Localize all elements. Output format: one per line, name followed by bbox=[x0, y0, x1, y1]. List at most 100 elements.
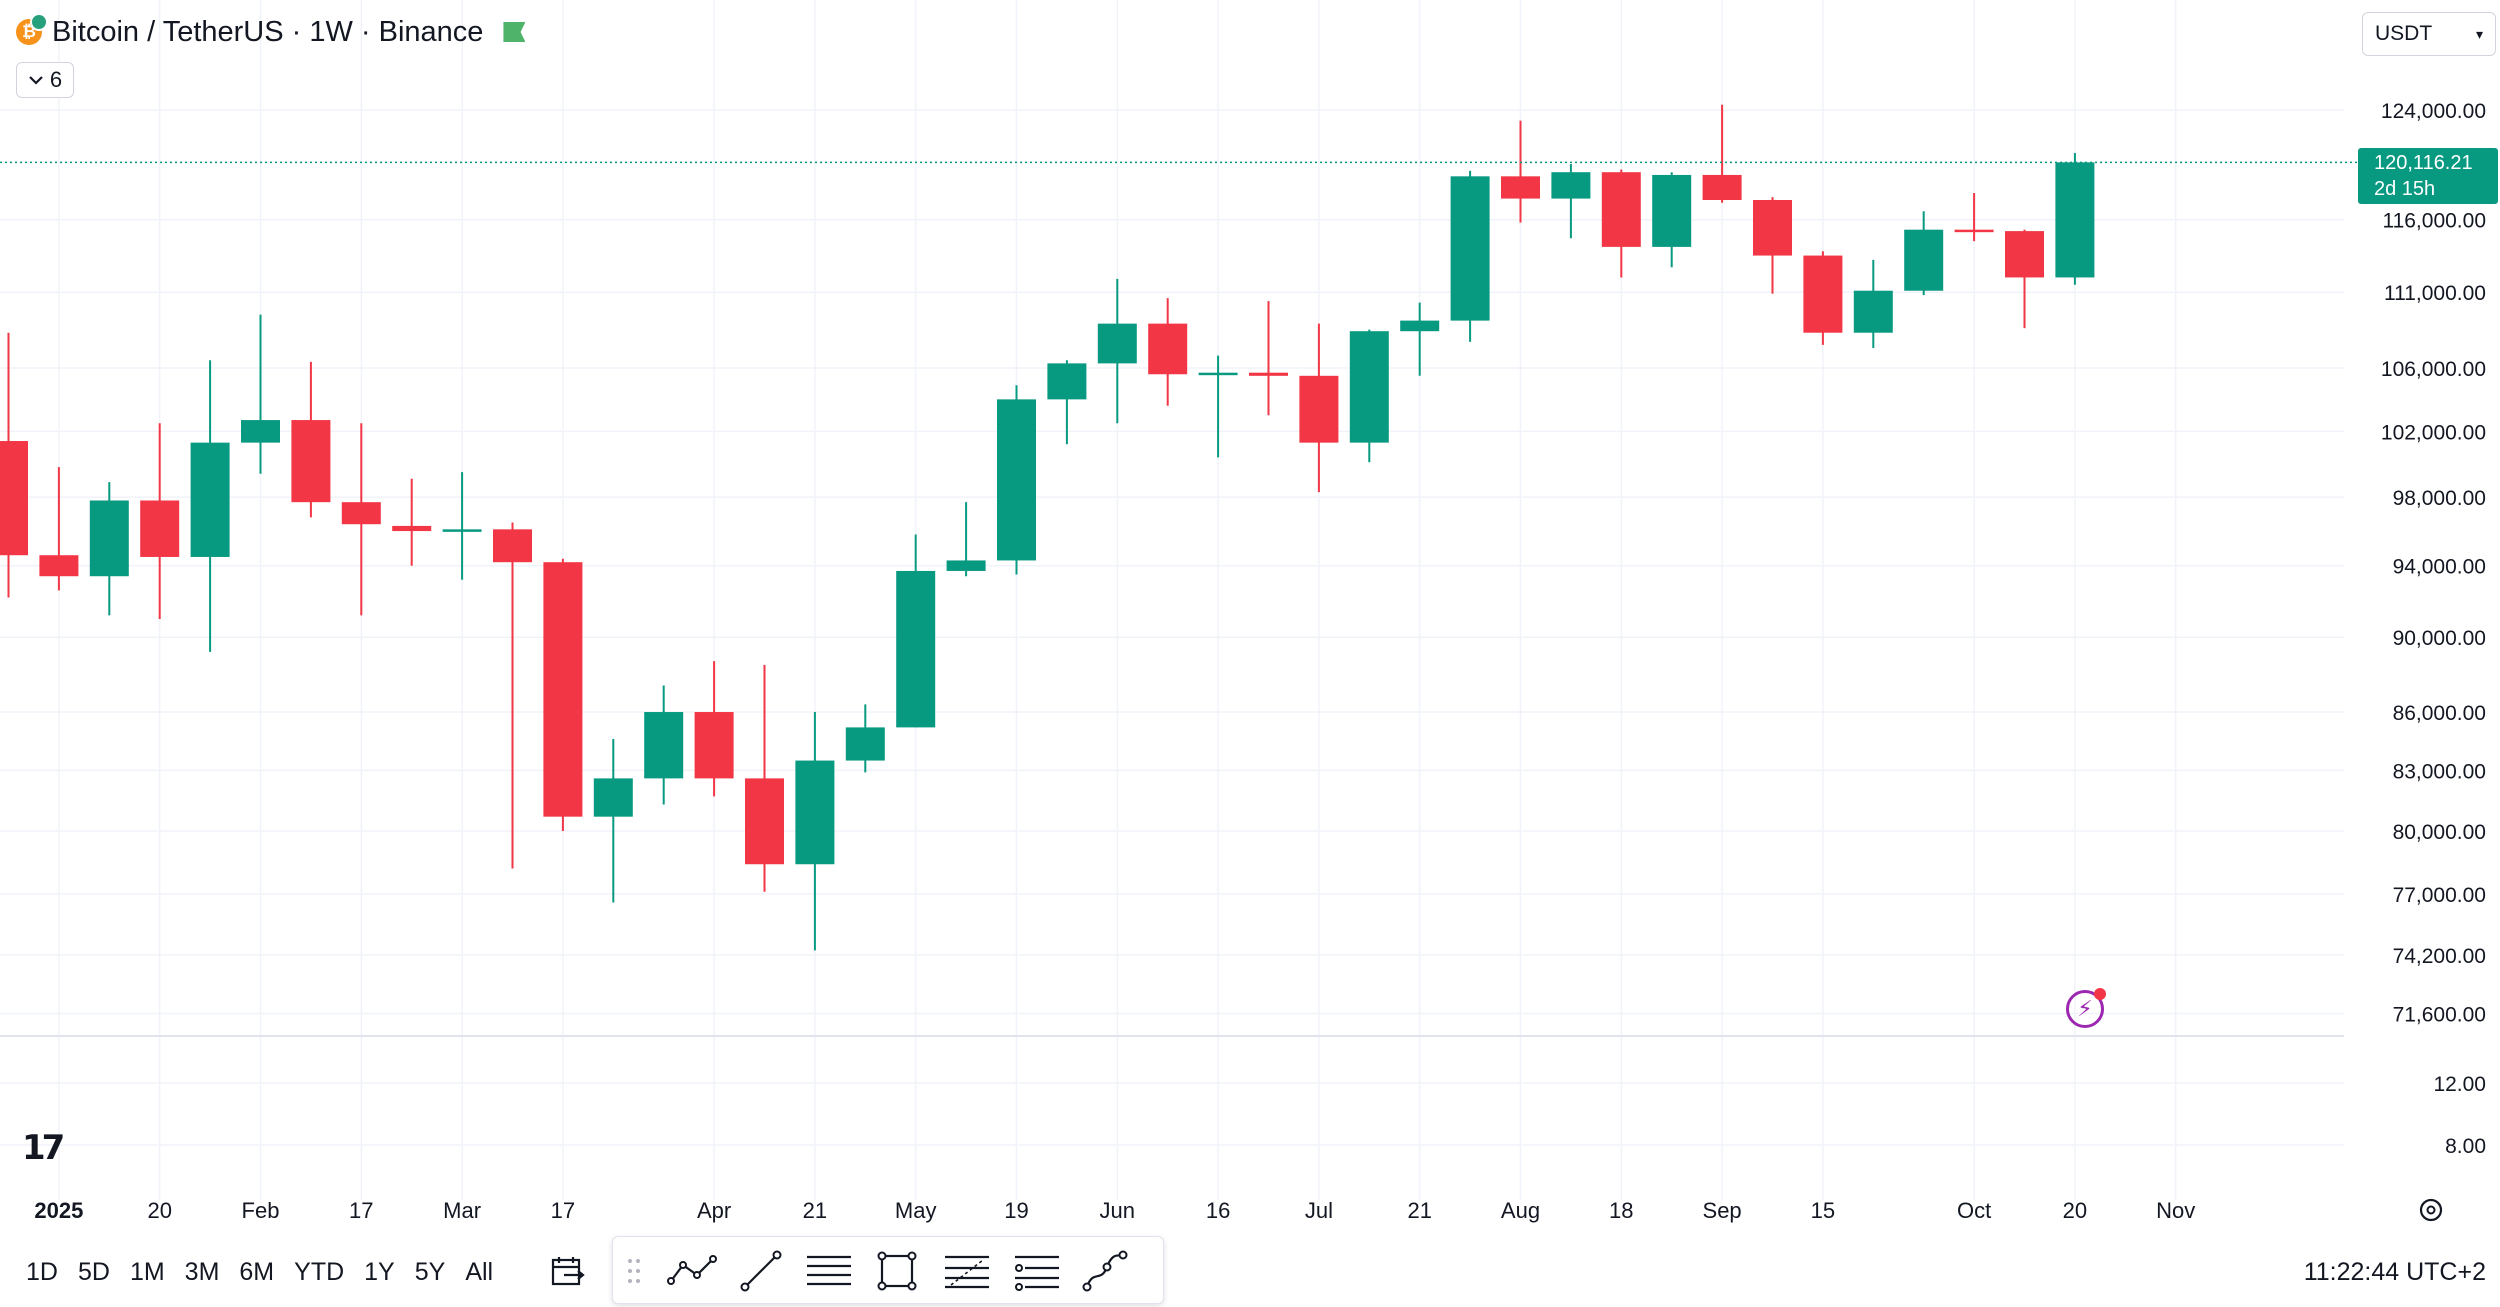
x-axis-tick-label: 20 bbox=[2063, 1198, 2087, 1223]
candle-body bbox=[1853, 290, 1893, 333]
path-icon[interactable] bbox=[1079, 1247, 1131, 1295]
y-axis-tick-label: 80,000.00 bbox=[2393, 821, 2486, 844]
candle-body bbox=[1954, 229, 1994, 233]
range-button-6m[interactable]: 6M bbox=[239, 1258, 275, 1286]
y-axis-tick-label: 102,000.00 bbox=[2381, 421, 2486, 444]
x-axis-tick-label: 19 bbox=[1004, 1198, 1028, 1223]
flag-icon[interactable] bbox=[503, 22, 526, 42]
y-axis-tick-label: 124,000.00 bbox=[2381, 100, 2486, 123]
bottom-toolbar: 1D 5D 1M 3M 6M YTD 1Y 5Y All 11:22:44 U bbox=[0, 1236, 2500, 1307]
candle-body bbox=[1904, 229, 1944, 291]
currency-selector[interactable]: USDT ▾ bbox=[2362, 12, 2496, 56]
tether-badge-icon bbox=[30, 13, 48, 31]
candle-body bbox=[1803, 255, 1843, 333]
x-axis-tick-label: 15 bbox=[1811, 1198, 1835, 1223]
currency-value: USDT bbox=[2375, 22, 2433, 45]
candle-body bbox=[341, 502, 381, 525]
candle-body bbox=[1047, 363, 1087, 400]
candle-body bbox=[896, 570, 936, 728]
candle-body bbox=[1299, 375, 1339, 443]
chevron-down-icon: ▾ bbox=[2475, 25, 2483, 42]
x-axis-tick-label: May bbox=[895, 1198, 937, 1223]
fib-retracement-icon[interactable] bbox=[941, 1247, 993, 1295]
candle-body bbox=[2005, 231, 2044, 278]
time-range-selector: 1D 5D 1M 3M 6M YTD 1Y 5Y All bbox=[16, 1250, 503, 1295]
drawing-toolbar bbox=[612, 1236, 1164, 1304]
trend-line-icon[interactable] bbox=[735, 1247, 787, 1295]
candle-body bbox=[1702, 174, 1742, 200]
tradingview-logo[interactable]: 17 bbox=[22, 1128, 65, 1168]
candle-body bbox=[392, 525, 432, 532]
y-axis-tick-label: 116,000.00 bbox=[2382, 210, 2486, 233]
x-axis-tick-label: Nov bbox=[2156, 1198, 2195, 1223]
range-button-ytd[interactable]: YTD bbox=[294, 1258, 345, 1286]
bitcoin-icon: ₿ bbox=[16, 13, 48, 45]
range-button-3m[interactable]: 3M bbox=[184, 1258, 220, 1286]
range-button-1d[interactable]: 1D bbox=[26, 1258, 58, 1286]
y-axis-tick-label: 77,000.00 bbox=[2393, 884, 2486, 907]
horizontal-lines-icon[interactable] bbox=[803, 1247, 855, 1295]
x-axis-tick-label: 17 bbox=[551, 1198, 575, 1223]
x-axis-tick-label: Jul bbox=[1305, 1198, 1333, 1223]
notification-dot bbox=[2094, 988, 2106, 1000]
pane-divider[interactable] bbox=[0, 1035, 2344, 1037]
gear-icon-center bbox=[2426, 1205, 2436, 1215]
y-axis-tick-label: 111,000.00 bbox=[2384, 282, 2486, 305]
y-axis-tick-label: 74,200.00 bbox=[2393, 945, 2486, 968]
y-axis-tick-label: 94,000.00 bbox=[2393, 556, 2486, 579]
x-axis-tick-label: Feb bbox=[242, 1198, 280, 1223]
gear-icon[interactable] bbox=[2419, 1198, 2443, 1222]
pane-axis-tick-label: 8.00 bbox=[2445, 1135, 2486, 1158]
candle-body bbox=[543, 562, 583, 817]
pitchfork-icon[interactable] bbox=[1011, 1247, 1063, 1295]
rectangle-icon[interactable] bbox=[871, 1247, 923, 1295]
range-button-1y[interactable]: 1Y bbox=[364, 1258, 395, 1286]
candle-body bbox=[39, 555, 79, 577]
last-price-value: 120,116.21 bbox=[2374, 152, 2473, 174]
x-axis-tick-label: Oct bbox=[1957, 1198, 1991, 1223]
indicators-toggle-button[interactable]: 6 bbox=[16, 62, 74, 98]
chevron-down-icon bbox=[29, 76, 43, 85]
range-button-5d[interactable]: 5D bbox=[77, 1258, 110, 1286]
candle-body bbox=[89, 500, 129, 577]
x-axis-tick-label: 2025 bbox=[34, 1198, 83, 1223]
last-price-label: 120,116.21 2d 15h bbox=[2358, 148, 2498, 204]
x-axis-tick-label: 17 bbox=[349, 1198, 373, 1223]
candle-body bbox=[1753, 199, 1792, 256]
x-axis-tick-label: 20 bbox=[147, 1198, 171, 1223]
range-button-5y[interactable]: 5Y bbox=[414, 1258, 446, 1286]
y-axis-tick-label: 98,000.00 bbox=[2393, 487, 2486, 510]
pane-axis-tick-label: 12.00 bbox=[2433, 1073, 2486, 1096]
utc-clock[interactable]: 11:22:44 UTC+2 bbox=[2303, 1258, 2486, 1286]
drag-handle-icon[interactable] bbox=[627, 1257, 641, 1285]
y-axis-tick-label: 71,600.00 bbox=[2393, 1004, 2486, 1027]
candle-body bbox=[1249, 372, 1288, 376]
candle-body bbox=[493, 529, 532, 563]
x-axis-tick-label: Aug bbox=[1501, 1198, 1540, 1223]
candle-body bbox=[1601, 172, 1641, 247]
candle-body bbox=[745, 778, 784, 865]
symbol-header[interactable]: ₿ Bitcoin / TetherUS · 1W · Binance bbox=[16, 13, 526, 50]
range-button-all[interactable]: All bbox=[465, 1258, 494, 1286]
candle-body bbox=[442, 529, 482, 532]
candle-body bbox=[1097, 323, 1137, 364]
indicator-count: 6 bbox=[49, 67, 63, 92]
candle-body bbox=[190, 442, 230, 557]
candle-body bbox=[2055, 162, 2095, 278]
x-axis-tick-label: 21 bbox=[803, 1198, 827, 1223]
trend-angle-icon[interactable] bbox=[667, 1247, 719, 1295]
candle-body bbox=[997, 399, 1036, 561]
candle-body bbox=[1198, 372, 1238, 376]
range-button-1m[interactable]: 1M bbox=[129, 1258, 165, 1286]
x-axis-tick-label: 16 bbox=[1206, 1198, 1230, 1223]
symbol-title[interactable]: Bitcoin / TetherUS · 1W · Binance bbox=[52, 15, 484, 48]
candle-body bbox=[1652, 174, 1692, 247]
lightning-alert-icon[interactable]: ⚡ bbox=[2066, 988, 2106, 1028]
candle-body bbox=[1450, 176, 1490, 321]
date-range-icon[interactable] bbox=[548, 1254, 588, 1290]
x-axis-tick-label: Jun bbox=[1100, 1198, 1135, 1223]
candle-body bbox=[1349, 331, 1389, 443]
candle-body bbox=[0, 441, 28, 556]
x-axis-tick-label: Mar bbox=[443, 1198, 481, 1223]
